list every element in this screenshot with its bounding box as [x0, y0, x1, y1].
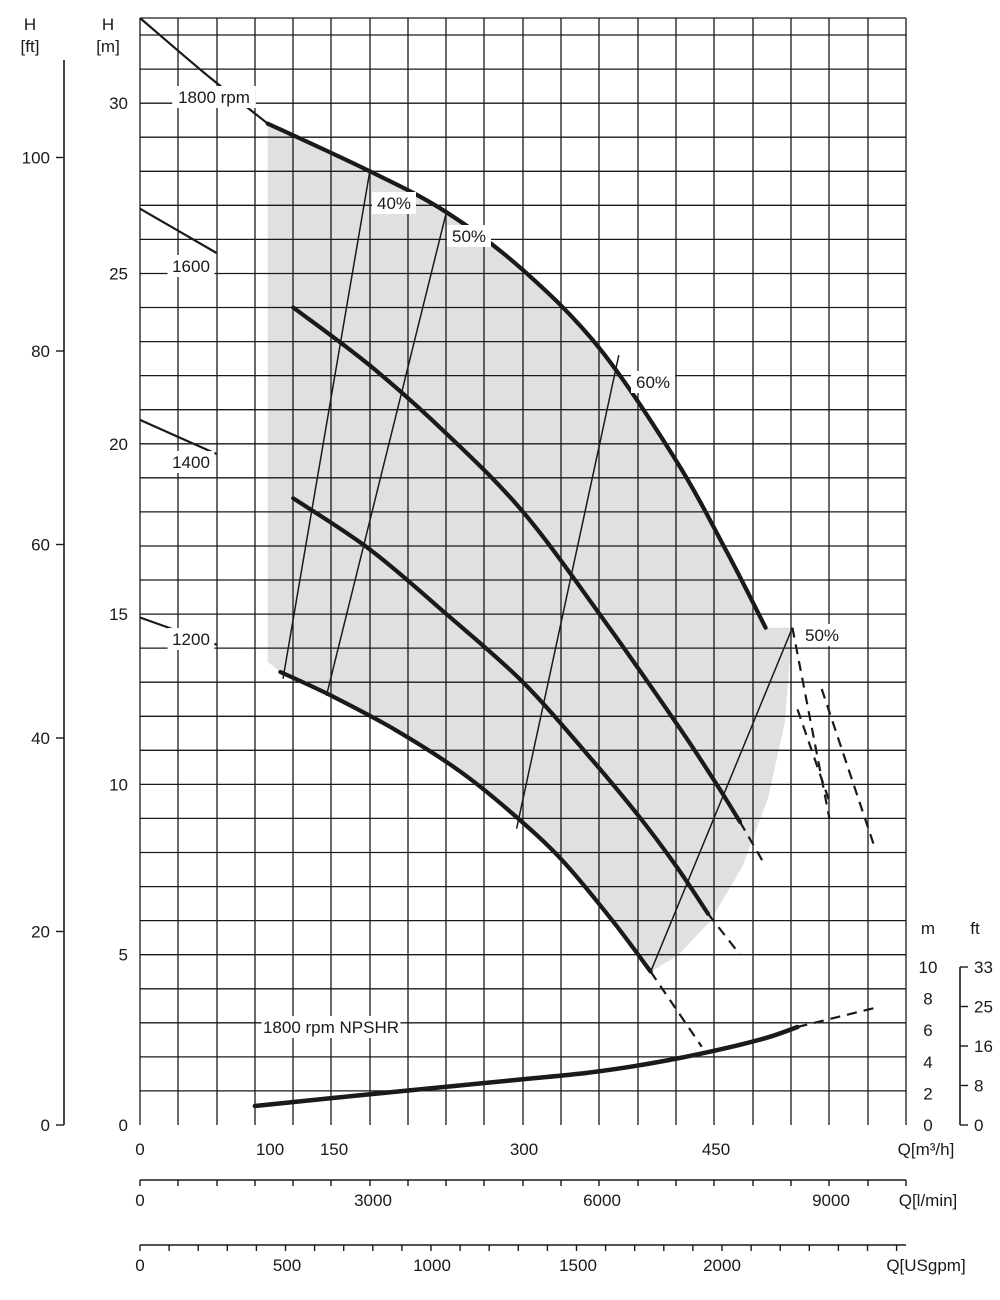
speed-curve	[265, 121, 768, 630]
npsh-ft-tick-label: 16	[974, 1037, 993, 1056]
m-axis-tick-label: 15	[109, 605, 128, 624]
q-m3h-tick-label: 450	[702, 1140, 730, 1159]
speed-curve-dashed	[707, 913, 741, 956]
ft-axis-tick-label: 40	[31, 729, 50, 748]
q-lmin-axis-label: Q[l/min]	[899, 1191, 958, 1210]
npsh-m-tick-label: 2	[923, 1084, 932, 1103]
npsh-ft-tick-label: 8	[974, 1077, 983, 1096]
grid	[139, 17, 907, 1125]
npsh-ft-tick-label: 0	[974, 1116, 983, 1135]
q-lmin-tick-label: 3000	[354, 1191, 392, 1210]
curve-label-bg	[172, 86, 256, 108]
m-axis-tick-label: 20	[109, 435, 128, 454]
npsh-m-tick-label: 10	[919, 958, 938, 977]
npsh-ft-tick-label: 33	[974, 958, 993, 977]
q-m3h-tick-label: 0	[135, 1140, 144, 1159]
curve-label: 1400	[172, 453, 210, 472]
curve-label-bg	[167, 255, 215, 277]
efficiency-label-bg	[372, 192, 416, 214]
ft-axis-tick-label: 80	[31, 342, 50, 361]
curve-label: 1600	[172, 257, 210, 276]
shaded-operating-area	[267, 123, 793, 972]
npshr-curve-dashed	[797, 1007, 875, 1029]
q-lmin-tick-label: 9000	[812, 1191, 850, 1210]
ft-axis-tick-label: 100	[22, 149, 50, 168]
m-axis-tick-label: 30	[109, 94, 128, 113]
npsh-ft-tick-label: 25	[974, 998, 993, 1017]
npsh-m-tick-label: 0	[923, 1116, 932, 1135]
q-usgpm-tick-label: 2000	[703, 1256, 741, 1275]
efficiency-line	[515, 355, 620, 829]
efficiency-line	[325, 212, 448, 696]
npshr-curve	[252, 1024, 800, 1109]
speed-curve-dashed	[739, 821, 767, 867]
q-m3h-tick-label: 100	[256, 1140, 284, 1159]
curve-label-bg	[167, 628, 215, 650]
axes: 020406080100H[ft]051015202530H[m]m024681…	[21, 15, 993, 1275]
curve-labels: 1800 rpm 1600 1400 1200 1800 rpm NPSHR 40% 50%…	[167, 86, 844, 1038]
m-axis-tick-label: 0	[119, 1116, 128, 1135]
q-m3h-axis-label: Q[m³/h]	[898, 1140, 955, 1159]
curve-label-bg	[261, 1016, 401, 1038]
efficiency-line	[282, 171, 371, 679]
ft-axis-tick-label: 60	[31, 536, 50, 555]
q-lmin-tick-label: 6000	[583, 1191, 621, 1210]
q-usgpm-axis-label: Q[USgpm]	[886, 1256, 965, 1275]
npsh-m-tick-label: 6	[923, 1021, 932, 1040]
efficiency-lines	[282, 171, 794, 972]
curve-label-bg	[167, 451, 215, 473]
npsh-m-tick-label: 4	[923, 1053, 932, 1072]
curve-label: 1200	[172, 630, 210, 649]
speed-curve	[278, 669, 653, 974]
efficiency-label-bg	[631, 371, 675, 393]
boundary-dashed	[820, 688, 876, 847]
curve-label: 1800 rpm	[178, 88, 250, 107]
q-m3h-tick-label: 300	[510, 1140, 538, 1159]
q-usgpm-tick-label: 500	[273, 1256, 301, 1275]
npsh-m-axis-label: m	[921, 919, 935, 938]
m-axis-label: H	[102, 15, 114, 34]
ft-axis-tick-label: 0	[41, 1116, 50, 1135]
m-axis-unit: [m]	[96, 37, 120, 56]
speed-curve-dashed	[791, 627, 831, 819]
speed-curve-thin	[139, 17, 269, 125]
q-usgpm-tick-label: 0	[135, 1256, 144, 1275]
efficiency-label: 50%	[452, 227, 486, 246]
speed-curve-dashed	[796, 709, 831, 802]
efficiency-label: 50%	[805, 626, 839, 645]
ft-axis-tick-label: 20	[31, 923, 50, 942]
speed-curves	[139, 17, 876, 1109]
speed-curve	[291, 305, 743, 824]
speed-curve	[291, 496, 711, 916]
m-axis-tick-label: 25	[109, 264, 128, 283]
ft-axis-unit: [ft]	[21, 37, 40, 56]
efficiency-label-bg	[447, 225, 491, 247]
efficiency-label-bg	[800, 624, 844, 646]
q-usgpm-tick-label: 1000	[413, 1256, 451, 1275]
q-lmin-tick-label: 0	[135, 1191, 144, 1210]
npsh-ft-axis-label: ft	[970, 919, 980, 938]
efficiency-line	[650, 627, 794, 972]
ft-axis-label: H	[24, 15, 36, 34]
speed-curve-thin	[139, 207, 218, 254]
q-usgpm-tick-label: 1500	[559, 1256, 597, 1275]
m-axis-tick-label: 5	[119, 946, 128, 965]
efficiency-label: 40%	[377, 194, 411, 213]
operating-region	[267, 123, 793, 972]
m-axis-tick-label: 10	[109, 775, 128, 794]
efficiency-label: 60%	[636, 373, 670, 392]
q-m3h-tick-label: 150	[320, 1140, 348, 1159]
npsh-m-tick-label: 8	[923, 990, 932, 1009]
curve-label: 1800 rpm NPSHR	[263, 1018, 399, 1037]
